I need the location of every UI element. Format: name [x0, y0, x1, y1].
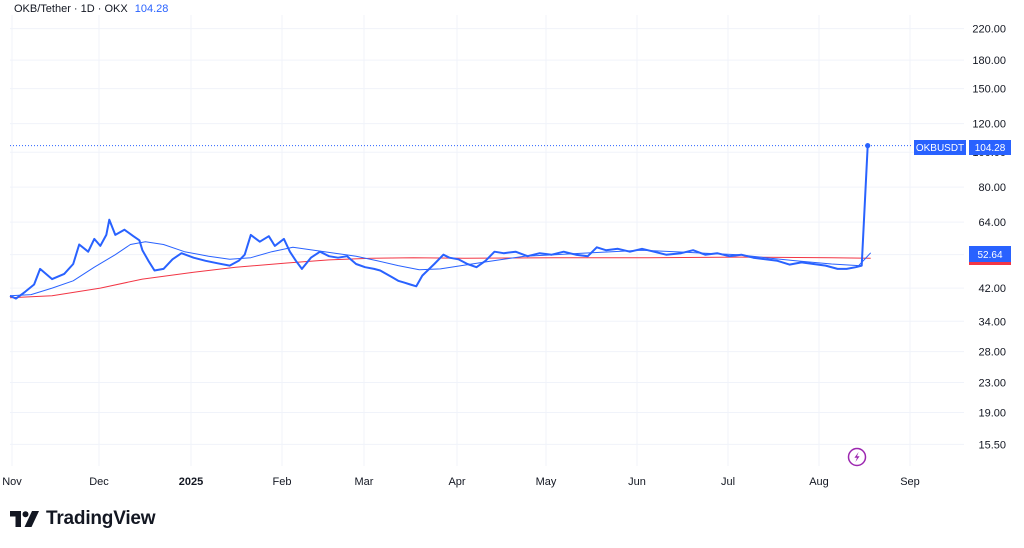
y-tick-label: 220.00 [972, 24, 1006, 36]
x-axis: Nov Dec 2025 Feb Mar Apr May Jun Jul Aug Sep [2, 476, 920, 488]
symbol-tag-text: OKBUSDT [916, 143, 964, 154]
y-tick-label: 19.00 [978, 407, 1006, 419]
chart-header: OKB/Tether · 1D · OKX 104.28 [14, 3, 168, 15]
ma-price-tag: 52.64 [969, 246, 1011, 265]
y-axis: 220.00180.00150.00120.00100.0080.0064.00… [972, 24, 1006, 452]
last-price-dot [865, 143, 871, 149]
y-tick-label: 120.00 [972, 119, 1006, 131]
x-tick-label: Sep [900, 476, 920, 488]
ma-slow-line [9, 256, 871, 299]
x-tick-label: Nov [2, 476, 22, 488]
x-tick-label: Jul [721, 476, 735, 488]
y-tick-label: 64.00 [978, 217, 1006, 229]
x-tick-label: 2025 [179, 476, 203, 488]
series-layer [9, 145, 872, 300]
y-tick-label: 42.00 [978, 283, 1006, 295]
x-tick-label: Dec [89, 476, 109, 488]
overlay-layer: OKBUSDT 104.28 52.64 [10, 140, 1011, 467]
grid [10, 15, 964, 466]
symbol-price-tag: OKBUSDT [914, 140, 966, 155]
last-price-tag-text: 104.28 [975, 143, 1006, 154]
y-tick-label: 34.00 [978, 316, 1006, 328]
x-tick-label: Jun [628, 476, 646, 488]
brand-name: TradingView [46, 508, 156, 529]
x-tick-label: Feb [273, 476, 292, 488]
y-tick-label: 15.50 [978, 439, 1006, 451]
price-line [9, 145, 869, 300]
y-tick-label: 150.00 [972, 84, 1006, 96]
ma-tag-text: 52.64 [977, 250, 1002, 261]
symbol-info: OKB/Tether · 1D · OKX [14, 3, 128, 15]
y-tick-label: 28.00 [978, 347, 1006, 359]
x-tick-label: Apr [448, 476, 465, 488]
x-tick-label: Mar [355, 476, 374, 488]
header-last-price: 104.28 [134, 3, 169, 15]
y-tick-label: 180.00 [972, 55, 1006, 67]
y-tick-label: 80.00 [978, 182, 1006, 194]
x-tick-label: Aug [809, 476, 829, 488]
tradingview-brand[interactable]: TradingView [10, 508, 156, 530]
tradingview-logo-icon [10, 511, 39, 527]
y-tick-label: 23.00 [978, 378, 1006, 390]
lightning-icon[interactable] [847, 447, 867, 467]
x-tick-label: May [536, 476, 557, 488]
last-price-tag: 104.28 [969, 140, 1011, 155]
